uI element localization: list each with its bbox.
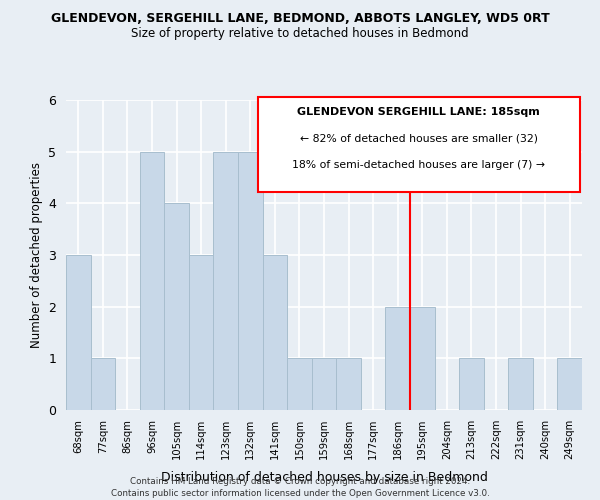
Bar [312,358,336,410]
Bar [257,98,580,192]
Bar [214,152,238,410]
Bar [91,358,115,410]
Bar [410,306,434,410]
Bar [189,255,214,410]
Bar [164,204,189,410]
Bar [287,358,312,410]
Bar [385,306,410,410]
Text: 18% of semi-detached houses are larger (7) →: 18% of semi-detached houses are larger (… [292,160,545,170]
Text: Contains public sector information licensed under the Open Government Licence v3: Contains public sector information licen… [110,489,490,498]
Bar [66,255,91,410]
X-axis label: Distribution of detached houses by size in Bedmond: Distribution of detached houses by size … [161,470,487,484]
Text: GLENDEVON SERGEHILL LANE: 185sqm: GLENDEVON SERGEHILL LANE: 185sqm [297,106,540,117]
Bar [508,358,533,410]
Text: Contains HM Land Registry data © Crown copyright and database right 2024.: Contains HM Land Registry data © Crown c… [130,478,470,486]
Text: GLENDEVON, SERGEHILL LANE, BEDMOND, ABBOTS LANGLEY, WD5 0RT: GLENDEVON, SERGEHILL LANE, BEDMOND, ABBO… [50,12,550,26]
Text: Size of property relative to detached houses in Bedmond: Size of property relative to detached ho… [131,28,469,40]
Bar [238,152,263,410]
Bar [336,358,361,410]
Bar [459,358,484,410]
Text: ← 82% of detached houses are smaller (32): ← 82% of detached houses are smaller (32… [299,134,538,143]
Bar [557,358,582,410]
Bar [140,152,164,410]
Bar [263,255,287,410]
Y-axis label: Number of detached properties: Number of detached properties [30,162,43,348]
